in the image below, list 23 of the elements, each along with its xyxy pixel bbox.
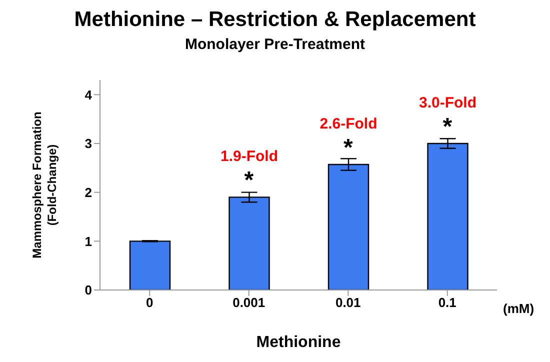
annotation: * (343, 134, 354, 162)
x-tick-label: 0.01 (335, 295, 361, 310)
text: (mM) (503, 301, 534, 316)
y-tick-label: 3 (84, 136, 92, 152)
x-tick-label: 0 (146, 295, 154, 310)
x-tick-label: 0.1 (438, 295, 456, 310)
data-label: 1.9-Fold (220, 148, 278, 166)
y-tick-label: 4 (84, 87, 93, 102)
y-tick-label: 0 (84, 282, 92, 298)
y-axis-title: Mammosphere Formation (Fold-Change) (30, 112, 59, 258)
chart-subtitle: Monolayer Pre-Treatment (184, 36, 366, 53)
x-tick-label: 0.001 (232, 295, 266, 310)
annotation: * (442, 113, 453, 140)
bar (228, 196, 270, 290)
annotation: * (244, 167, 254, 194)
y-tick-label: 2 (84, 184, 92, 200)
x-axis-title: Methionine (255, 334, 342, 352)
chart-title: Methionine – Restriction & Replacement (73, 8, 477, 32)
data-label: 3.0-Fold (418, 94, 477, 112)
data-label: 2.6-Fold (320, 115, 378, 132)
bar (129, 240, 171, 290)
bar (427, 142, 468, 290)
y-tick-label: 1 (84, 234, 92, 249)
